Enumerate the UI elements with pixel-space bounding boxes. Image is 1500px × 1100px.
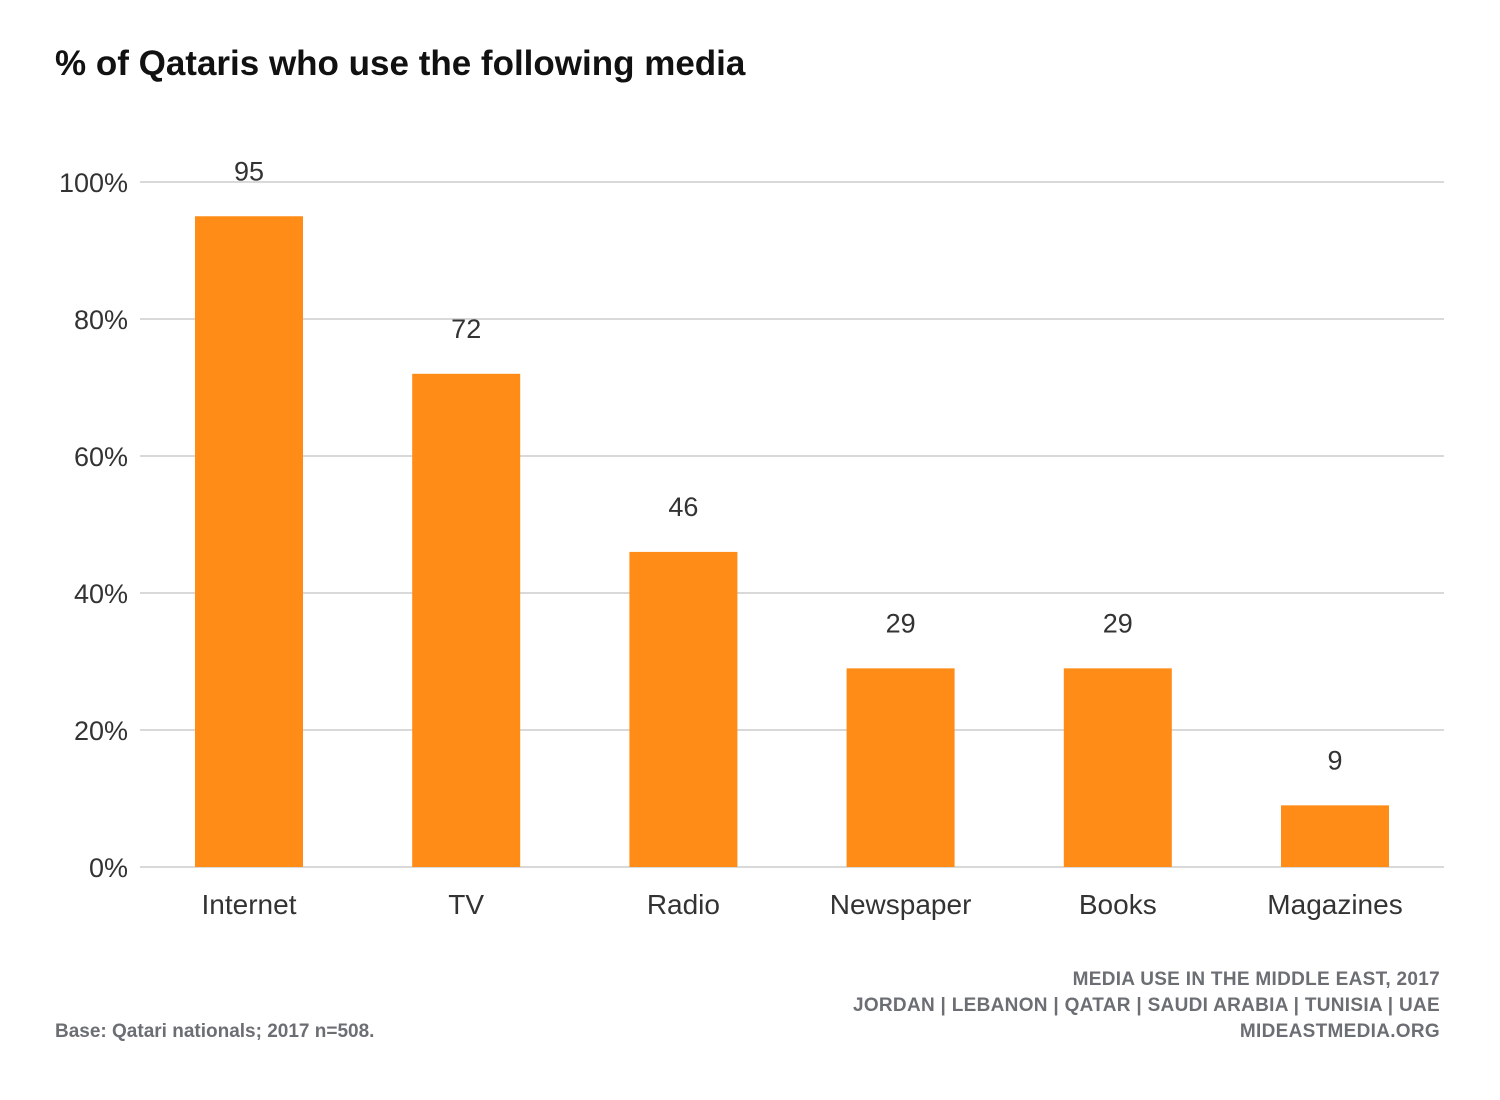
data-labels: 95 72 46 29 29 9 <box>234 156 1343 775</box>
source-line-3: MIDEASTMEDIA.ORG <box>1239 1021 1440 1042</box>
bar-magazines <box>1281 805 1389 867</box>
bars <box>195 216 1389 867</box>
x-tick-label: Radio <box>647 889 720 920</box>
data-label: 46 <box>668 492 698 522</box>
y-tick-label: 100% <box>59 168 128 198</box>
bar-internet <box>195 216 303 867</box>
data-label: 9 <box>1327 745 1342 775</box>
source-line-2: JORDAN | LEBANON | QATAR | SAUDI ARABIA … <box>852 995 1440 1016</box>
y-tick-label: 40% <box>74 579 128 609</box>
bar-books <box>1063 668 1172 867</box>
y-tick-label: 80% <box>74 305 128 335</box>
chart-title: % of Qataris who use the following media <box>55 44 746 83</box>
x-tick-label: Books <box>1079 889 1157 920</box>
data-label: 72 <box>451 314 481 344</box>
bar-radio <box>629 551 738 867</box>
base-note: Base: Qatari nationals; 2017 n=508. <box>55 1021 375 1042</box>
data-label: 95 <box>234 156 264 186</box>
x-axis-ticks: Internet TV Radio Newspaper Books Magazines <box>202 889 1403 920</box>
x-tick-label: Newspaper <box>830 889 972 920</box>
data-label: 29 <box>1103 608 1133 638</box>
bar-tv <box>412 373 521 867</box>
data-label: 29 <box>886 608 916 638</box>
x-tick-label: Magazines <box>1267 889 1402 920</box>
y-tick-label: 0% <box>89 853 128 883</box>
x-tick-label: TV <box>448 889 484 920</box>
bar-newspaper <box>846 668 955 867</box>
gridlines <box>140 181 1444 868</box>
y-tick-label: 60% <box>74 442 128 472</box>
y-tick-label: 20% <box>74 716 128 746</box>
x-tick-label: Internet <box>202 889 297 920</box>
y-axis-ticks: 0% 20% 40% 60% 80% 100% <box>59 168 128 883</box>
source-line-1: MEDIA USE IN THE MIDDLE EAST, 2017 <box>1072 969 1440 990</box>
